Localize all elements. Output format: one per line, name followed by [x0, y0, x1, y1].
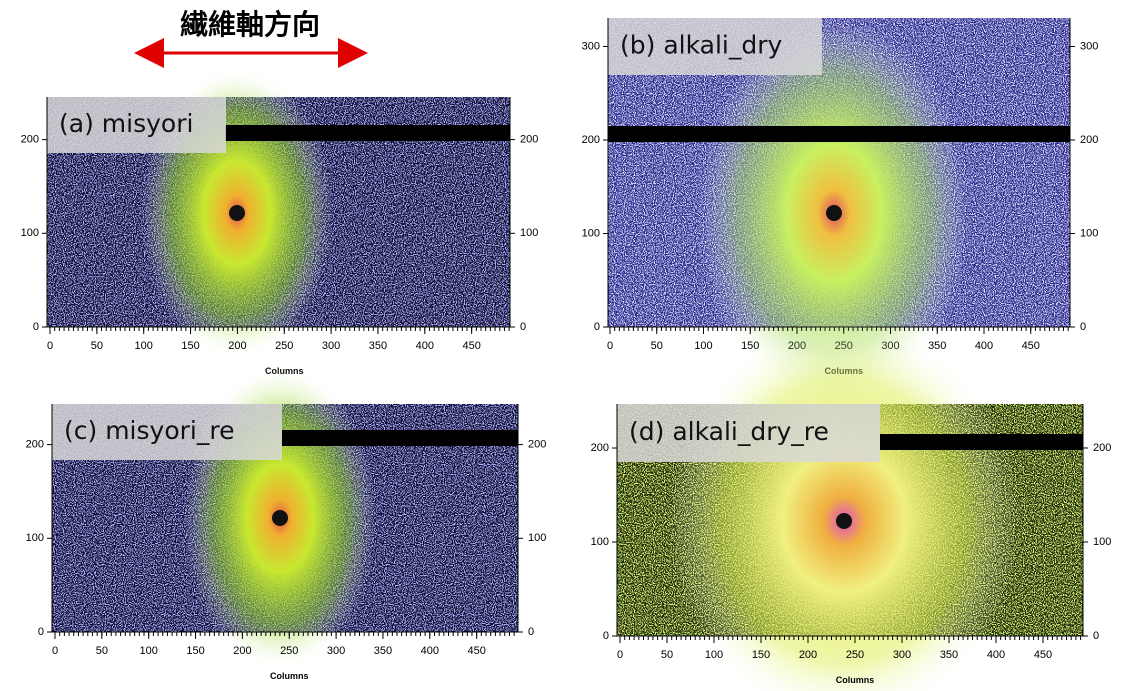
y-tick-label: 100	[26, 532, 44, 544]
panel-label: (d) alkali_dry_re	[629, 417, 829, 446]
x-tick-label: 450	[1022, 340, 1040, 352]
x-tick-label: 200	[233, 645, 251, 657]
y-tick-label-right: 200	[1080, 134, 1098, 146]
y-tick-label-right: 0	[1093, 630, 1099, 642]
y-tick-label: 100	[591, 536, 609, 548]
detector-gap	[608, 126, 1070, 142]
panel-label: (b) alkali_dry	[620, 31, 782, 60]
x-tick-label: 350	[369, 340, 387, 352]
beam-stop	[229, 205, 245, 221]
x-tick-label: 250	[846, 649, 864, 661]
y-tick-label-right: 200	[528, 439, 546, 451]
x-tick-label: 400	[987, 649, 1005, 661]
scatter-glow	[668, 318, 1020, 691]
detector-gap	[225, 125, 510, 141]
y-tick-label-right: 100	[1093, 536, 1111, 548]
x-axis-label: Columns	[836, 675, 875, 685]
detector-gap	[880, 434, 1083, 450]
x-tick-label: 150	[186, 645, 204, 657]
x-tick-label: 0	[47, 340, 53, 352]
x-tick-label: 0	[52, 645, 58, 657]
x-tick-label: 100	[135, 340, 153, 352]
y-tick-label-right: 100	[528, 532, 546, 544]
x-tick-label: 350	[940, 649, 958, 661]
y-tick-label: 0	[38, 626, 44, 638]
x-tick-label: 300	[893, 649, 911, 661]
y-tick-label-right: 200	[1093, 442, 1111, 454]
x-tick-label: 100	[694, 340, 712, 352]
x-tick-label: 50	[96, 645, 108, 657]
y-tick-label-right: 200	[520, 134, 538, 146]
y-tick-label: 200	[21, 134, 39, 146]
x-tick-label: 200	[228, 340, 246, 352]
y-tick-label-right: 0	[1080, 321, 1086, 333]
x-tick-label: 250	[280, 645, 298, 657]
y-tick-label: 0	[594, 321, 600, 333]
x-tick-label: 100	[140, 645, 158, 657]
y-tick-label: 0	[603, 630, 609, 642]
x-tick-label: 50	[661, 649, 673, 661]
x-tick-label: 150	[181, 340, 199, 352]
y-tick-label: 100	[21, 227, 39, 239]
x-axis-label: Columns	[270, 671, 309, 681]
x-tick-label: 400	[975, 340, 993, 352]
x-tick-label: 250	[275, 340, 293, 352]
y-tick-label-right: 100	[520, 227, 538, 239]
x-tick-label: 200	[799, 649, 817, 661]
x-tick-label: 100	[705, 649, 723, 661]
x-tick-label: 150	[752, 649, 770, 661]
x-tick-label: 400	[421, 645, 439, 657]
x-tick-label: 350	[374, 645, 392, 657]
y-tick-label-right: 300	[1080, 40, 1098, 52]
x-tick-label: 50	[651, 340, 663, 352]
beam-stop	[836, 513, 852, 529]
header-title: 繊維軸方向	[180, 8, 320, 41]
x-tick-label: 400	[416, 340, 434, 352]
x-tick-label: 450	[462, 340, 480, 352]
panel-label: (c) misyori_re	[64, 416, 234, 445]
beam-stop	[826, 205, 842, 221]
y-tick-label: 0	[33, 321, 39, 333]
y-tick-label-right: 100	[1080, 227, 1098, 239]
y-tick-label: 200	[26, 439, 44, 451]
detector-gap	[282, 430, 518, 446]
y-tick-label: 300	[582, 40, 600, 52]
figure: 繊維軸方向 (a) misyori 0 50 100 150 200 250 300 350 40…	[0, 0, 1125, 691]
x-tick-label: 50	[91, 340, 103, 352]
y-tick-label: 200	[591, 442, 609, 454]
x-tick-label: 0	[607, 340, 613, 352]
x-tick-label: 450	[1034, 649, 1052, 661]
x-tick-label: 300	[327, 645, 345, 657]
panel-label: (a) misyori	[59, 109, 193, 138]
y-tick-label: 100	[582, 227, 600, 239]
y-tick-label-right: 0	[520, 321, 526, 333]
x-tick-label: 450	[467, 645, 485, 657]
x-tick-label: 0	[617, 649, 623, 661]
y-tick-label: 200	[582, 134, 600, 146]
x-tick-label: 300	[322, 340, 340, 352]
beam-stop	[272, 510, 288, 526]
y-tick-label-right: 0	[528, 626, 534, 638]
